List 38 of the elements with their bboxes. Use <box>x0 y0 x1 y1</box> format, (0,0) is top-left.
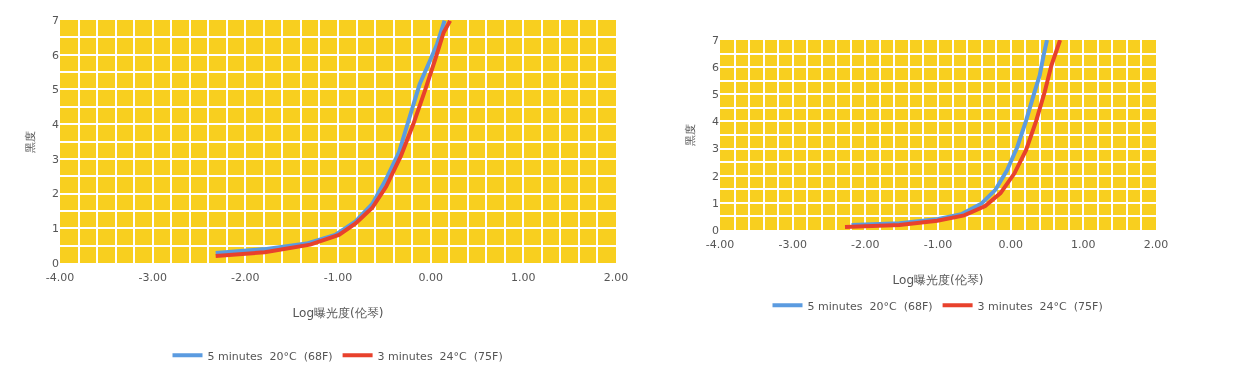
y-tick-label: 7 <box>712 33 719 47</box>
y-tick-label: 0 <box>712 223 719 237</box>
x-tick-label: 1.00 <box>1071 238 1096 251</box>
y-tick-label: 2 <box>52 187 59 201</box>
x-tick-label: -3.00 <box>778 238 807 251</box>
y-axis-title: 黑度 <box>23 130 37 153</box>
x-tick-label: -1.00 <box>323 271 353 284</box>
x-tick-label: 2.00 <box>603 271 629 284</box>
legend-label: 3 minutes 24°C (75F) <box>377 349 503 363</box>
y-tick-label: 4 <box>52 117 59 131</box>
x-tick-label: -3.00 <box>138 271 167 284</box>
x-tick-label: 0.00 <box>418 271 443 284</box>
y-axis-title: 黑度 <box>683 124 697 146</box>
x-tick-label: 1.00 <box>511 271 536 284</box>
y-tick-label: 1 <box>712 196 719 210</box>
x-axis-title: Log曝光度(伦琴) <box>292 305 384 320</box>
y-tick-label: 2 <box>712 169 719 183</box>
x-tick-label: 2.00 <box>1143 238 1169 251</box>
y-tick-label: 5 <box>712 88 719 102</box>
x-tick-label: 0.00 <box>998 238 1023 251</box>
y-tick-label: 0 <box>52 256 59 270</box>
y-tick-label: 6 <box>712 60 719 74</box>
x-tick-label: -4.00 <box>705 238 735 251</box>
legend-label: 5 minutes 20°C (68F) <box>807 299 933 313</box>
y-tick-label: 6 <box>52 48 59 62</box>
x-axis-title: Log曝光度(伦琴) <box>892 272 984 287</box>
y-tick-label: 3 <box>52 152 59 166</box>
x-tick-label: -4.00 <box>45 271 75 284</box>
x-tick-label: -1.00 <box>923 238 953 251</box>
y-tick-label: 4 <box>712 115 719 129</box>
legend-label: 5 minutes 20°C (68F) <box>207 349 333 363</box>
x-tick-label: -2.00 <box>231 271 260 284</box>
y-tick-label: 7 <box>52 13 59 27</box>
y-tick-label: 5 <box>52 83 59 97</box>
y-tick-label: 1 <box>52 222 59 236</box>
legend-label: 3 minutes 24°C (75F) <box>977 299 1103 313</box>
x-tick-label: -2.00 <box>851 238 880 251</box>
y-tick-label: 3 <box>712 142 719 156</box>
